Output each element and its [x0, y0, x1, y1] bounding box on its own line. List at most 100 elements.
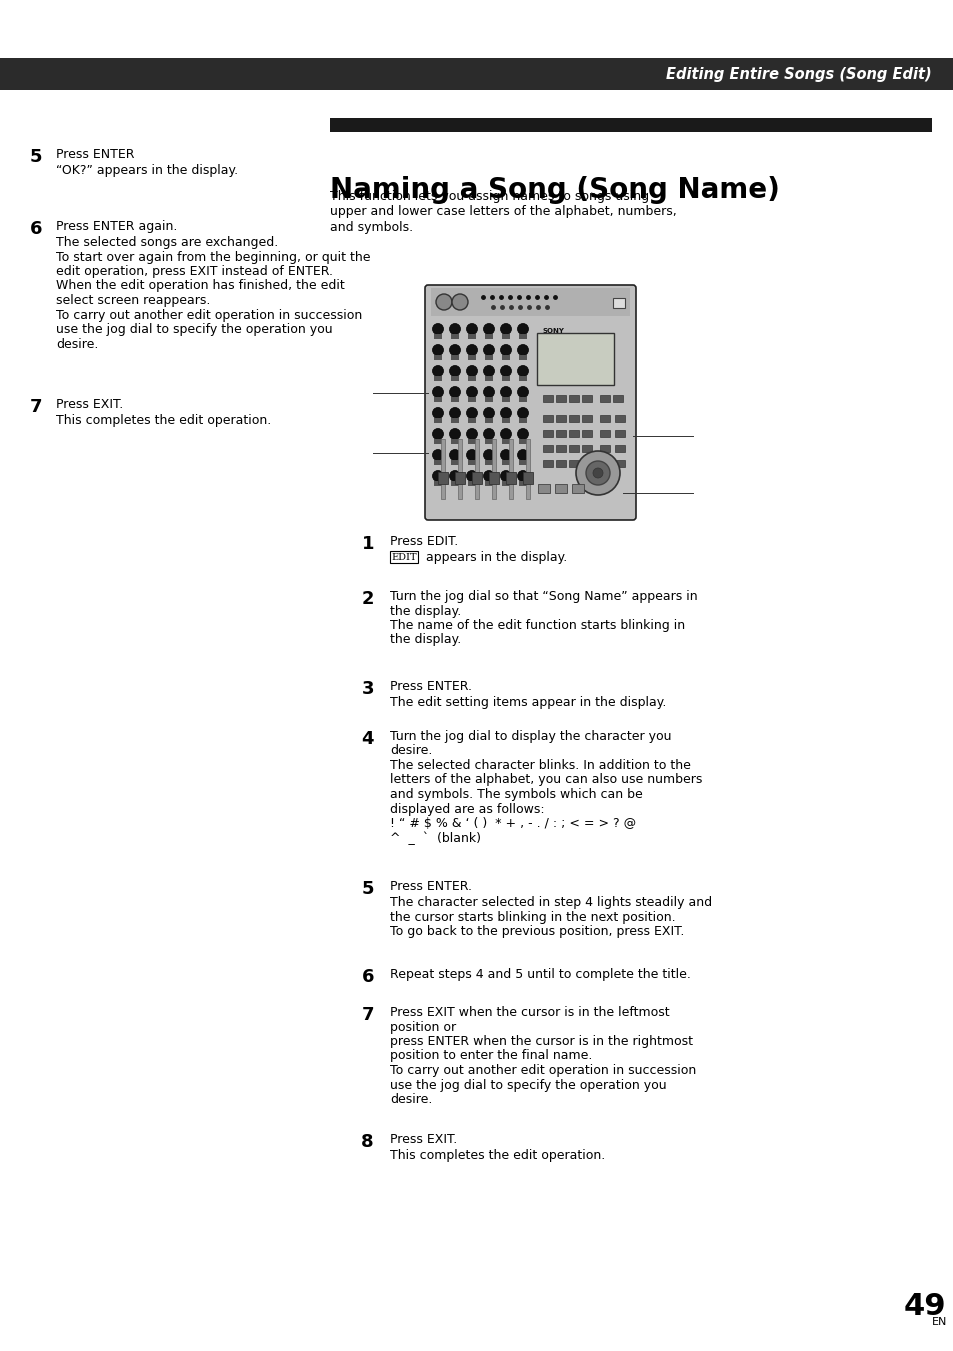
Bar — [568, 444, 578, 453]
Text: and symbols. The symbols which can be: and symbols. The symbols which can be — [390, 788, 642, 801]
Text: 6: 6 — [361, 969, 374, 986]
Bar — [434, 355, 441, 359]
Circle shape — [517, 428, 528, 439]
Text: and symbols.: and symbols. — [330, 222, 413, 234]
Circle shape — [500, 450, 511, 461]
Text: 8: 8 — [361, 1133, 374, 1151]
Circle shape — [517, 323, 528, 335]
Text: The name of the edit function starts blinking in: The name of the edit function starts bli… — [390, 619, 684, 632]
Text: EN: EN — [931, 1317, 946, 1327]
Bar — [468, 481, 476, 486]
Circle shape — [466, 345, 477, 355]
Circle shape — [517, 450, 528, 461]
Bar — [492, 439, 496, 499]
Text: ! “ # $ % & ‘ ( )  * + , - . / : ; < = > ? @: ! “ # $ % & ‘ ( ) * + , - . / : ; < = > … — [390, 817, 636, 830]
Text: When the edit operation has finished, the edit: When the edit operation has finished, th… — [56, 280, 344, 293]
Circle shape — [517, 470, 528, 481]
Bar — [455, 471, 464, 484]
Bar — [518, 481, 526, 486]
Circle shape — [449, 366, 460, 377]
Bar — [556, 394, 565, 403]
Bar — [599, 459, 609, 467]
Circle shape — [517, 345, 528, 355]
Text: position or: position or — [390, 1020, 456, 1034]
Circle shape — [432, 323, 443, 335]
Bar — [581, 444, 592, 453]
FancyBboxPatch shape — [537, 332, 614, 385]
Bar — [556, 430, 565, 436]
Bar — [0, 58, 953, 91]
Text: 2: 2 — [361, 590, 374, 608]
Bar — [581, 415, 592, 422]
Bar — [468, 417, 476, 423]
Text: 49: 49 — [903, 1292, 945, 1321]
Circle shape — [452, 295, 468, 309]
Bar — [501, 355, 510, 359]
Bar — [518, 417, 526, 423]
Bar — [451, 355, 458, 359]
Bar — [484, 397, 493, 403]
Bar — [390, 551, 417, 563]
Bar — [556, 444, 565, 453]
Bar — [484, 355, 493, 359]
Circle shape — [483, 323, 494, 335]
Bar — [468, 376, 476, 381]
Text: desire.: desire. — [56, 338, 98, 350]
Circle shape — [449, 345, 460, 355]
Text: upper and lower case letters of the alphabet, numbers,: upper and lower case letters of the alph… — [330, 205, 676, 219]
Circle shape — [432, 450, 443, 461]
Bar — [501, 397, 510, 403]
Bar — [457, 439, 461, 499]
Text: This completes the edit operation.: This completes the edit operation. — [56, 413, 271, 427]
Bar — [542, 430, 553, 436]
Text: 7: 7 — [361, 1006, 374, 1024]
Text: Press ENTER again.: Press ENTER again. — [56, 220, 177, 232]
Bar — [518, 355, 526, 359]
Bar — [434, 459, 441, 465]
Bar — [330, 118, 931, 132]
Bar — [556, 415, 565, 422]
Bar — [518, 397, 526, 403]
Bar — [615, 444, 624, 453]
Circle shape — [449, 470, 460, 481]
Bar — [434, 481, 441, 486]
Bar — [484, 376, 493, 381]
Text: To go back to the previous position, press EXIT.: To go back to the previous position, pre… — [390, 925, 683, 938]
Circle shape — [449, 450, 460, 461]
Circle shape — [466, 323, 477, 335]
Bar — [542, 444, 553, 453]
Bar — [581, 459, 592, 467]
Text: ^  _  `  (blank): ^ _ ` (blank) — [390, 831, 480, 844]
Bar — [525, 439, 530, 499]
Text: Press EDIT.: Press EDIT. — [390, 535, 457, 549]
Text: The selected character blinks. In addition to the: The selected character blinks. In additi… — [390, 759, 690, 771]
Bar — [451, 481, 458, 486]
Text: Turn the jog dial to display the character you: Turn the jog dial to display the charact… — [390, 730, 671, 743]
Bar — [451, 417, 458, 423]
Bar — [434, 417, 441, 423]
Circle shape — [500, 408, 511, 419]
Bar — [615, 430, 624, 436]
Text: This completes the edit operation.: This completes the edit operation. — [390, 1148, 604, 1162]
Circle shape — [483, 366, 494, 377]
Text: Repeat steps 4 and 5 until to complete the title.: Repeat steps 4 and 5 until to complete t… — [390, 969, 690, 981]
Bar — [572, 484, 583, 493]
Text: “OK?” appears in the display.: “OK?” appears in the display. — [56, 163, 238, 177]
Circle shape — [466, 450, 477, 461]
Bar — [518, 439, 526, 444]
Text: 3: 3 — [361, 680, 374, 698]
Text: position to enter the final name.: position to enter the final name. — [390, 1050, 592, 1062]
Bar — [568, 459, 578, 467]
Text: use the jog dial to specify the operation you: use the jog dial to specify the operatio… — [390, 1078, 666, 1092]
Circle shape — [432, 428, 443, 439]
Circle shape — [483, 450, 494, 461]
Text: 6: 6 — [30, 220, 42, 238]
Text: 1: 1 — [361, 535, 374, 553]
Bar — [501, 334, 510, 339]
Bar — [472, 471, 481, 484]
Text: The edit setting items appear in the display.: The edit setting items appear in the dis… — [390, 696, 666, 709]
Text: To start over again from the beginning, or quit the: To start over again from the beginning, … — [56, 250, 370, 263]
Bar — [434, 439, 441, 444]
Bar — [581, 394, 592, 403]
Bar — [484, 417, 493, 423]
